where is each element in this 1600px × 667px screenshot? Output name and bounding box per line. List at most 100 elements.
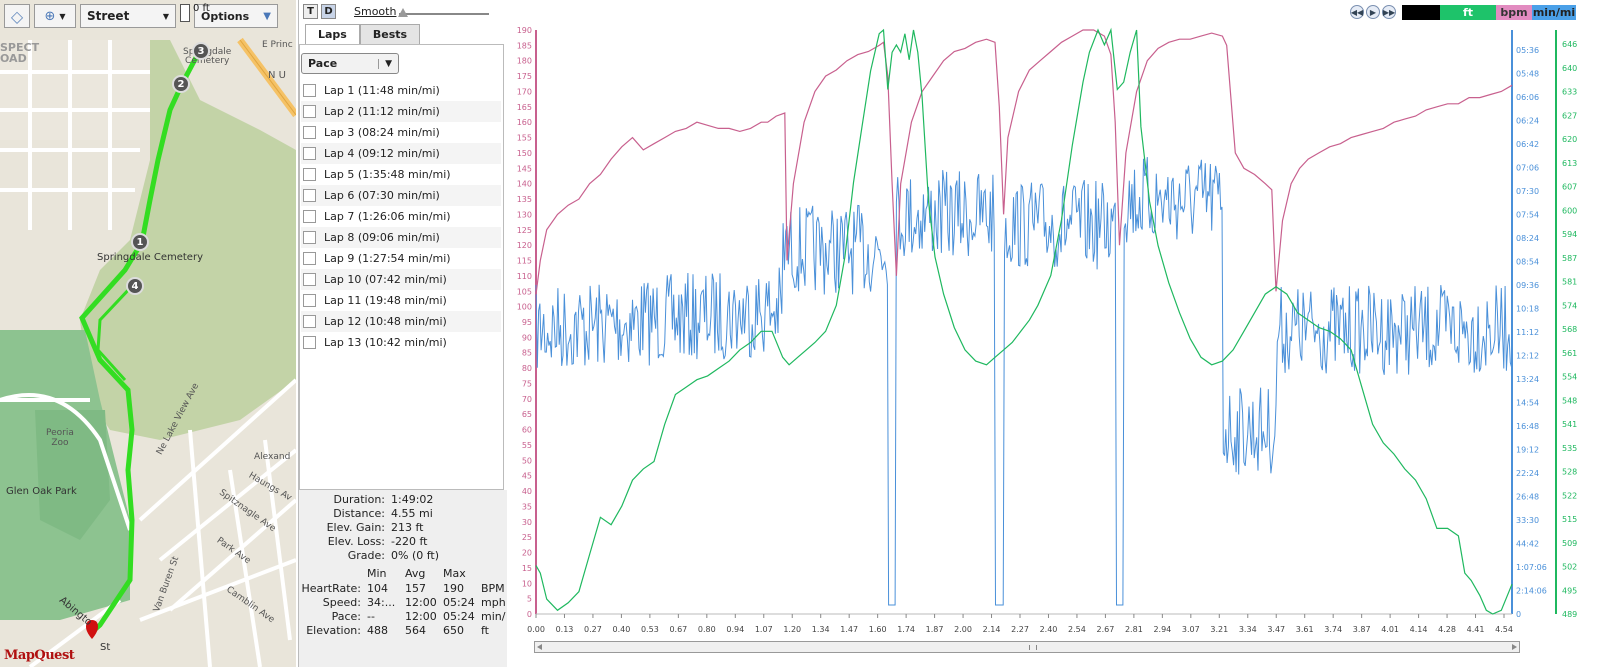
lap-label: Lap 3 (08:24 min/mi) (324, 126, 440, 139)
scroll-right-icon[interactable] (1512, 644, 1517, 650)
tab-bests[interactable]: Bests (359, 24, 421, 44)
list-item[interactable]: Lap 11 (19:48 min/mi) (301, 290, 501, 311)
lap-checkbox[interactable] (303, 168, 316, 181)
elev-tick-label: 640 (1562, 64, 1577, 73)
list-item[interactable]: Lap 2 (11:12 min/mi) (301, 101, 501, 122)
lap-checkbox[interactable] (303, 84, 316, 97)
tab-laps[interactable]: Laps (305, 24, 360, 44)
chevron-down-icon: ▼ (162, 11, 169, 21)
list-item[interactable]: Lap 12 (10:48 min/mi) (301, 311, 501, 332)
list-item[interactable]: Lap 13 (10:42 min/mi) (301, 332, 501, 353)
play-button[interactable]: ▶ (1366, 5, 1380, 19)
lap-checkbox[interactable] (303, 231, 316, 244)
laps-panel: T D Smooth Laps Bests Pace ▼ Lap 1 (11:4… (298, 0, 508, 667)
lap-label: Lap 6 (07:30 min/mi) (324, 189, 440, 202)
elev-tick-label: 489 (1562, 610, 1577, 619)
pace-tick-label: 44:42 (1516, 540, 1539, 549)
laps-list: Lap 1 (11:48 min/mi) Lap 2 (11:12 min/mi… (301, 80, 501, 353)
lap-checkbox[interactable] (303, 336, 316, 349)
x-tick-label: 2.94 (1153, 625, 1171, 634)
cell-avg: 12:00 (405, 610, 437, 623)
distance-button[interactable]: D (321, 4, 336, 19)
x-tick-label: 4.14 (1410, 625, 1428, 634)
lap-checkbox[interactable] (303, 189, 316, 202)
hr-tick-label: 150 (517, 149, 532, 158)
stat-key: Elev. Gain: (326, 521, 385, 534)
unit-toggle-ft[interactable]: ft (1440, 5, 1496, 20)
hr-tick-label: 40 (522, 487, 532, 496)
elev-tick-label: 587 (1562, 254, 1577, 263)
x-tick-label: 3.61 (1296, 625, 1314, 634)
elev-tick-label: 607 (1562, 183, 1577, 192)
stat-value: 1:49:02 (391, 493, 434, 506)
hr-tick-label: 15 (522, 564, 532, 573)
lap-checkbox[interactable] (303, 252, 316, 265)
forward-button[interactable]: ▶▶ (1382, 5, 1396, 19)
x-tick-label: 3.47 (1267, 625, 1285, 634)
hr-tick-label: 0 (527, 610, 532, 619)
lap-marker-2[interactable]: 2 (172, 75, 190, 93)
unit-toggle-pace[interactable]: min/mi (1532, 5, 1576, 20)
lap-checkbox[interactable] (303, 210, 316, 223)
lap-label: Lap 7 (1:26:06 min/mi) (324, 210, 451, 223)
map-canvas[interactable] (0, 0, 296, 667)
elev-tick-label: 548 (1562, 396, 1577, 405)
lap-label: Lap 5 (1:35:48 min/mi) (324, 168, 451, 181)
rewind-button[interactable]: ◀◀ (1350, 5, 1364, 19)
list-item[interactable]: Lap 8 (09:06 min/mi) (301, 227, 501, 248)
unit-toggle-bpm[interactable]: bpm (1496, 5, 1532, 20)
chart-svg[interactable]: 0 5 10 15 20 25 30 35 40 45 50 55 60 65 70 75 80 85 90 95 10… (512, 0, 1600, 640)
list-item[interactable]: Lap 9 (1:27:54 min/mi) (301, 248, 501, 269)
chart-panel: ◀◀ ▶ ▶▶ ft bpm min/mi 0 5 10 15 20 25 30 35 40 45… (512, 0, 1600, 667)
lap-checkbox[interactable] (303, 273, 316, 286)
options-button[interactable]: Options ▼ (194, 4, 278, 28)
list-item[interactable]: Lap 7 (1:26:06 min/mi) (301, 206, 501, 227)
hr-tick-label: 30 (522, 518, 532, 527)
chevron-down-icon: ▼ (378, 58, 392, 69)
x-tick-label: 0.40 (613, 625, 631, 634)
x-tick-label: 3.34 (1239, 625, 1257, 634)
time-button[interactable]: T (303, 4, 318, 19)
elev-tick-label: 522 (1562, 491, 1577, 500)
list-item[interactable]: Lap 4 (09:12 min/mi) (301, 143, 501, 164)
scale-box: 0 ft (180, 3, 210, 22)
pace-tick-label: 11:12 (1516, 328, 1539, 337)
compass-button[interactable]: ◇ (4, 4, 30, 28)
list-item[interactable]: Lap 6 (07:30 min/mi) (301, 185, 501, 206)
lap-checkbox[interactable] (303, 105, 316, 118)
x-tick-label: 4.54 (1495, 625, 1513, 634)
lap-marker-1[interactable]: 1 (131, 233, 149, 251)
lap-marker-3[interactable]: 3 (192, 42, 210, 60)
map-panel[interactable]: ◇ ⊕ ▼ Street ▼ 0 ft Options ▼ SPECT OAD … (0, 0, 296, 667)
lap-marker-4[interactable]: 4 (126, 277, 144, 295)
summary-stats: Duration: 1:49:02 Distance: 4.55 mi Elev. … (299, 490, 507, 667)
list-item[interactable]: Lap 1 (11:48 min/mi) (301, 80, 501, 101)
scroll-left-icon[interactable] (537, 644, 542, 650)
zoom-button[interactable]: ⊕ ▼ (34, 4, 76, 28)
hr-tick-label: 5 (527, 595, 532, 604)
x-tick-label: 1.20 (783, 625, 801, 634)
hr-tick-label: 130 (517, 210, 532, 219)
pace-tick-label: 05:36 (1516, 46, 1539, 55)
chart-scrollbar[interactable] (534, 641, 1520, 653)
chevron-down-icon: ▼ (59, 11, 66, 21)
lap-checkbox[interactable] (303, 126, 316, 139)
metric-select[interactable]: Pace ▼ (301, 53, 399, 74)
map-label-st: St (100, 642, 111, 653)
hr-tick-label: 160 (517, 118, 532, 127)
cell-min: 488 (367, 624, 388, 637)
lap-checkbox[interactable] (303, 315, 316, 328)
cell-max: 190 (443, 582, 464, 595)
list-item[interactable]: Lap 10 (07:42 min/mi) (301, 269, 501, 290)
pace-tick-label: 06:06 (1516, 93, 1539, 102)
lap-checkbox[interactable] (303, 147, 316, 160)
map-type-select[interactable]: Street ▼ (80, 4, 176, 28)
lap-checkbox[interactable] (303, 294, 316, 307)
list-item[interactable]: Lap 5 (1:35:48 min/mi) (301, 164, 501, 185)
smooth-slider-thumb[interactable] (398, 8, 408, 17)
smooth-slider-track[interactable] (399, 13, 489, 15)
pace-tick-label: 14:54 (1516, 399, 1539, 408)
scroll-grip-icon[interactable] (1029, 645, 1037, 650)
list-item[interactable]: Lap 3 (08:24 min/mi) (301, 122, 501, 143)
elev-tick-label: 495 (1562, 586, 1577, 595)
